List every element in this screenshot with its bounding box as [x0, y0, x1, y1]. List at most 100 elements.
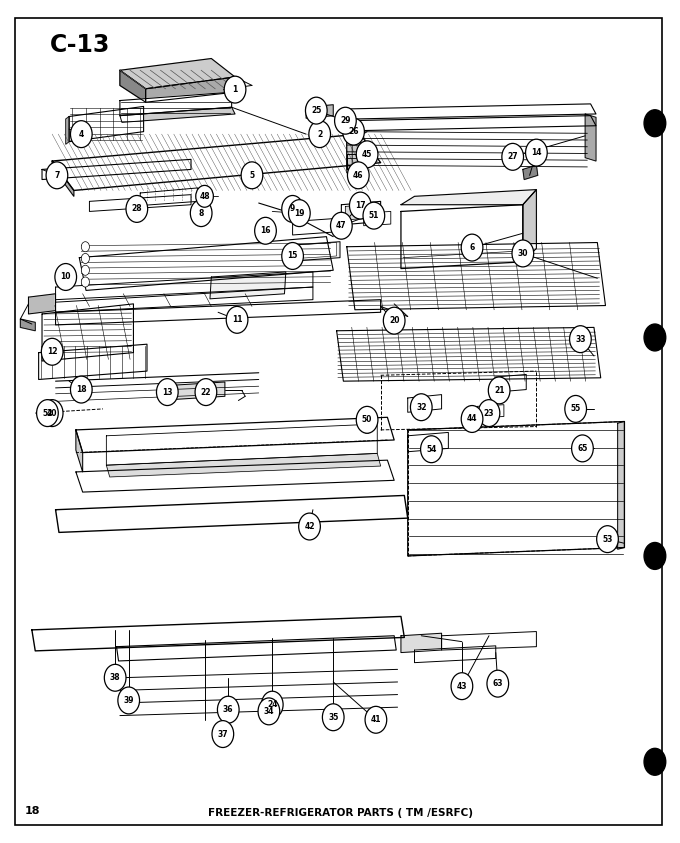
Circle shape: [461, 234, 483, 261]
Polygon shape: [146, 77, 235, 102]
Circle shape: [644, 543, 666, 569]
Text: 13: 13: [162, 388, 173, 396]
Circle shape: [258, 698, 279, 725]
Polygon shape: [76, 417, 394, 453]
Circle shape: [261, 691, 283, 718]
Text: 29: 29: [340, 116, 351, 126]
Polygon shape: [345, 205, 371, 220]
Text: 54: 54: [426, 445, 437, 454]
Polygon shape: [408, 432, 448, 452]
Polygon shape: [52, 161, 74, 196]
Polygon shape: [76, 430, 83, 472]
Polygon shape: [347, 115, 596, 131]
Text: C-13: C-13: [50, 34, 111, 57]
Circle shape: [488, 377, 510, 404]
Text: 55: 55: [571, 405, 581, 413]
Text: 1: 1: [233, 85, 237, 94]
Polygon shape: [210, 272, 286, 298]
Circle shape: [299, 513, 320, 540]
Text: 41: 41: [371, 715, 381, 724]
Text: 2: 2: [317, 130, 322, 138]
Polygon shape: [523, 165, 538, 180]
Circle shape: [282, 196, 303, 223]
Text: 37: 37: [218, 729, 228, 738]
Circle shape: [512, 240, 534, 267]
Polygon shape: [408, 395, 441, 412]
Text: FREEZER-REFRIGERATOR PARTS ( TM /ESRFC): FREEZER-REFRIGERATOR PARTS ( TM /ESRFC): [207, 808, 473, 818]
Text: 36: 36: [223, 706, 233, 714]
Circle shape: [82, 277, 90, 287]
Circle shape: [363, 202, 385, 229]
Circle shape: [224, 76, 246, 103]
Circle shape: [55, 264, 77, 291]
Circle shape: [365, 706, 387, 733]
Circle shape: [565, 395, 587, 422]
Text: 52: 52: [42, 409, 52, 417]
Circle shape: [218, 696, 239, 723]
Text: 50: 50: [362, 416, 372, 424]
Circle shape: [82, 242, 90, 252]
Polygon shape: [401, 633, 441, 652]
Text: 12: 12: [47, 347, 57, 357]
Text: 19: 19: [294, 208, 305, 217]
Text: 45: 45: [362, 150, 372, 158]
Text: 5: 5: [250, 171, 254, 180]
Circle shape: [190, 200, 212, 227]
Circle shape: [305, 97, 327, 124]
Text: 40: 40: [47, 409, 57, 417]
Text: 43: 43: [457, 682, 467, 690]
Text: 30: 30: [517, 249, 528, 258]
Circle shape: [384, 307, 405, 334]
Polygon shape: [90, 195, 191, 212]
Circle shape: [526, 139, 547, 166]
Circle shape: [282, 243, 303, 270]
Circle shape: [41, 338, 63, 365]
Polygon shape: [296, 243, 337, 259]
Circle shape: [487, 670, 509, 697]
Polygon shape: [69, 106, 143, 142]
Circle shape: [46, 162, 68, 189]
Text: 9: 9: [290, 204, 295, 213]
Circle shape: [356, 406, 378, 433]
Polygon shape: [496, 374, 526, 392]
Polygon shape: [32, 616, 405, 651]
Text: 18: 18: [76, 385, 86, 394]
Polygon shape: [116, 636, 396, 661]
Circle shape: [421, 436, 442, 463]
Text: 34: 34: [264, 707, 274, 716]
Text: 28: 28: [131, 204, 142, 213]
Polygon shape: [39, 344, 147, 379]
Polygon shape: [76, 460, 394, 492]
Polygon shape: [523, 190, 537, 262]
Circle shape: [350, 192, 371, 219]
Circle shape: [255, 217, 276, 244]
Text: 27: 27: [507, 153, 518, 161]
Circle shape: [241, 162, 262, 189]
Circle shape: [118, 687, 139, 714]
Text: 6: 6: [469, 243, 475, 252]
Text: 18: 18: [25, 807, 41, 816]
Text: 11: 11: [232, 315, 242, 325]
Circle shape: [570, 325, 591, 352]
Text: 39: 39: [124, 696, 134, 705]
Text: 14: 14: [531, 148, 542, 157]
Polygon shape: [29, 294, 56, 314]
Circle shape: [196, 185, 214, 207]
Polygon shape: [56, 287, 313, 312]
Polygon shape: [66, 116, 69, 144]
Text: 8: 8: [199, 208, 204, 217]
Polygon shape: [42, 303, 133, 361]
Circle shape: [37, 400, 58, 427]
Polygon shape: [171, 382, 225, 400]
Circle shape: [226, 306, 248, 333]
Text: 22: 22: [201, 388, 211, 396]
Circle shape: [71, 376, 92, 403]
Circle shape: [335, 107, 356, 134]
Text: 63: 63: [492, 679, 503, 688]
Circle shape: [451, 673, 473, 700]
Text: 53: 53: [602, 534, 613, 544]
Polygon shape: [106, 424, 377, 465]
Polygon shape: [347, 117, 352, 169]
Polygon shape: [120, 70, 146, 102]
Circle shape: [82, 266, 90, 276]
